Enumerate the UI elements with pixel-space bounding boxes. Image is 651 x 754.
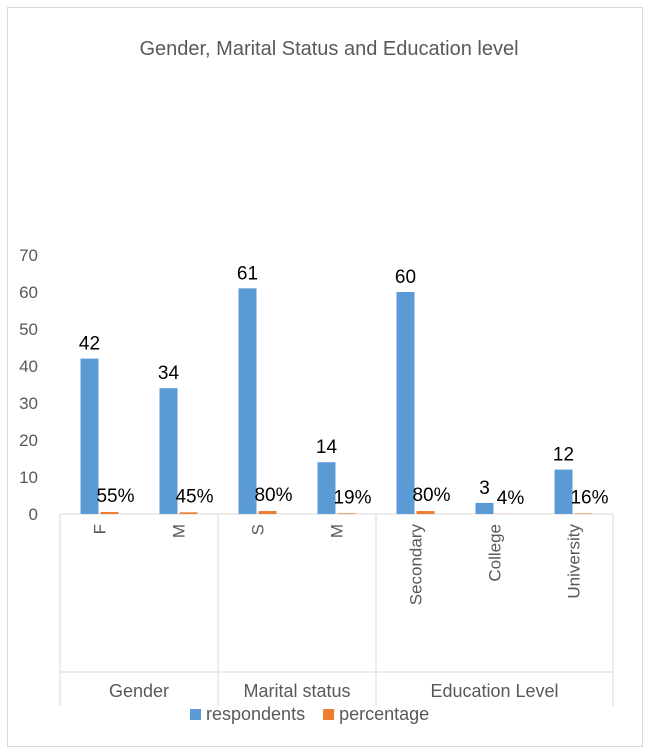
group-label: Education Level xyxy=(430,681,558,701)
data-label-percentage: 4% xyxy=(497,488,525,509)
data-label-respondents: 14 xyxy=(316,437,338,458)
data-label-respondents: 3 xyxy=(479,478,490,499)
bar-respondents xyxy=(238,288,257,514)
y-tick-label: 40 xyxy=(19,357,38,376)
legend-swatch xyxy=(323,709,335,720)
legend-label: respondents xyxy=(206,704,305,724)
chart-frame xyxy=(7,7,643,747)
y-tick-label: 20 xyxy=(19,431,38,450)
bar-respondents xyxy=(554,469,573,514)
legend-swatch xyxy=(190,709,201,720)
chart-title: Gender, Marital Status and Education lev… xyxy=(139,38,518,60)
bar-percentage xyxy=(179,512,198,514)
y-tick-label: 50 xyxy=(19,320,38,339)
data-label-percentage: 45% xyxy=(175,486,213,507)
bar-percentage xyxy=(574,513,593,514)
x-category-label: F xyxy=(91,524,110,534)
data-label-percentage: 80% xyxy=(412,485,450,506)
data-label-respondents: 60 xyxy=(395,267,416,288)
legend-label: percentage xyxy=(339,704,429,724)
x-category-label: University xyxy=(565,524,584,599)
data-label-percentage: 16% xyxy=(570,487,608,508)
group-label: Gender xyxy=(109,681,169,701)
y-tick-label: 60 xyxy=(19,283,38,302)
y-tick-label: 30 xyxy=(19,394,38,413)
x-category-label: S xyxy=(249,524,268,535)
y-tick-label: 70 xyxy=(19,246,38,265)
bar-respondents xyxy=(475,502,494,514)
data-label-respondents: 34 xyxy=(158,363,180,384)
bar-respondents xyxy=(396,292,415,514)
bar-percentage xyxy=(416,511,435,514)
group-label: Marital status xyxy=(243,681,350,701)
x-category-label: M xyxy=(328,524,347,538)
data-label-percentage: 80% xyxy=(254,485,292,506)
y-tick-label: 10 xyxy=(19,468,38,487)
bar-respondents xyxy=(80,358,99,514)
data-label-respondents: 42 xyxy=(79,334,100,355)
plot-area: 0 10 20 30 40 50 60 70 Gender Marital status Educa… xyxy=(19,246,614,706)
bar-percentage xyxy=(100,511,119,514)
data-label-respondents: 61 xyxy=(237,263,258,284)
data-label-respondents: 12 xyxy=(553,445,574,466)
data-label-percentage: 55% xyxy=(96,486,134,507)
x-category-label: College xyxy=(486,524,505,582)
bar-respondents xyxy=(159,388,178,514)
bar-respondents xyxy=(317,462,336,514)
x-category-label: M xyxy=(170,524,189,538)
data-label-percentage: 19% xyxy=(333,487,371,508)
bar-percentage xyxy=(337,513,356,514)
legend: respondents percentage xyxy=(190,704,429,724)
y-tick-label: 0 xyxy=(29,505,38,524)
x-category-label: Secondary xyxy=(407,524,426,606)
bar-percentage xyxy=(258,511,277,514)
